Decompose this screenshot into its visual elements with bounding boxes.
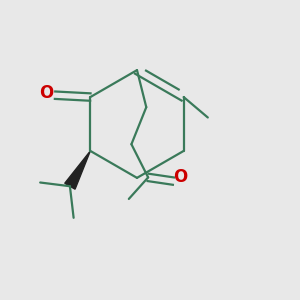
Polygon shape [65,151,90,189]
Text: O: O [39,84,53,102]
Text: O: O [173,168,187,186]
